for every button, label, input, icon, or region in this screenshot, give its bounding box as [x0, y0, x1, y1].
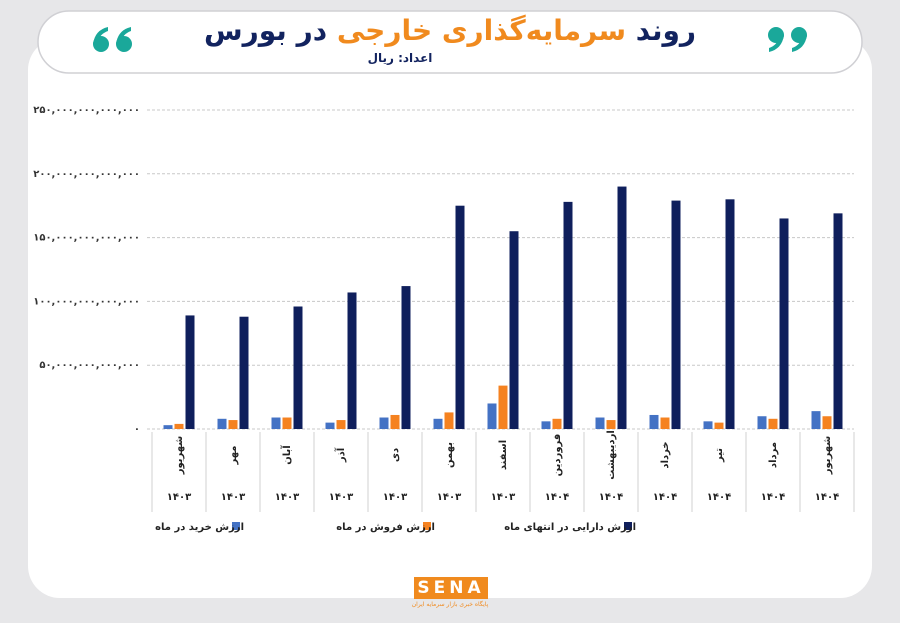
legend-swatch: [624, 522, 632, 530]
bar: [325, 422, 335, 429]
x-year-label: ۱۴۰۳: [329, 492, 353, 503]
x-year-label: ۱۴۰۴: [761, 492, 785, 503]
x-tick-label: دی: [390, 448, 401, 462]
bar: [293, 306, 303, 429]
x-tick-label: تیر: [714, 448, 725, 463]
bar: [487, 403, 497, 429]
bar: [617, 186, 627, 429]
y-tick-label: ۱۵۰,۰۰۰,۰۰۰,۰۰۰,۰۰۰: [33, 233, 140, 244]
x-tick-label: شهریور: [174, 436, 185, 476]
x-year-label: ۱۴۰۴: [815, 492, 839, 503]
bar: [217, 418, 227, 429]
legend-label: ارزش فروش در ماه: [336, 522, 435, 533]
x-tick-label: مرداد: [768, 442, 779, 468]
bar: [271, 417, 281, 429]
bar: [671, 200, 681, 429]
bar: [498, 385, 508, 429]
chart-subtitle: اعداد: ریال: [367, 51, 433, 65]
x-tick-label: اردیبهشت: [606, 430, 617, 480]
x-tick-label: اسفند: [498, 440, 509, 470]
bar: [649, 414, 659, 429]
bar: [228, 420, 238, 429]
bar: [174, 423, 184, 429]
bar: [390, 414, 400, 429]
title-part: روند: [635, 14, 696, 47]
bar: [379, 417, 389, 429]
legend-label: ارزش دارایی در انتهای ماه: [504, 522, 636, 533]
x-year-label: ۱۴۰۴: [653, 492, 677, 503]
legend-label: ارزش خرید در ماه: [155, 522, 244, 533]
bar: [347, 292, 357, 429]
x-year-label: ۱۴۰۳: [167, 492, 191, 503]
bar: [401, 286, 411, 429]
bar: [444, 412, 454, 429]
bar: [725, 199, 735, 429]
x-tick-label: مهر: [228, 445, 239, 465]
x-tick-label: بهمن: [444, 442, 455, 468]
title-part: در بورس: [204, 14, 328, 47]
bar: [433, 418, 443, 429]
x-year-label: ۱۴۰۳: [437, 492, 461, 503]
x-year-label: ۱۴۰۴: [545, 492, 569, 503]
y-tick-label: ۵۰,۰۰۰,۰۰۰,۰۰۰,۰۰۰: [39, 360, 140, 371]
bar: [757, 416, 767, 429]
bar: [811, 411, 821, 429]
bar: [163, 425, 173, 429]
quote-left: [93, 27, 132, 52]
bar: [185, 315, 195, 429]
x-year-label: ۱۴۰۴: [599, 492, 623, 503]
bar: [714, 422, 724, 429]
bar: [833, 213, 843, 429]
chart-panel: [28, 38, 872, 598]
x-year-label: ۱۴۰۳: [383, 492, 407, 503]
x-year-label: ۱۴۰۳: [275, 492, 299, 503]
bar: [768, 418, 778, 429]
bar: [541, 421, 551, 429]
y-tick-label: ۱۰۰,۰۰۰,۰۰۰,۰۰۰,۰۰۰: [33, 296, 140, 307]
bar: [336, 420, 346, 429]
x-tick-label: آبان: [280, 445, 293, 465]
y-tick-label: ۲۵۰,۰۰۰,۰۰۰,۰۰۰,۰۰۰: [33, 105, 140, 116]
bar: [563, 201, 573, 429]
x-tick-label: خرداد: [660, 441, 671, 468]
legend-swatch: [423, 522, 431, 530]
bar: [703, 421, 713, 429]
legend-swatch: [232, 522, 240, 530]
header-pill: [37, 10, 863, 74]
title-part: سرمایه‌گذاری خارجی: [336, 14, 627, 47]
bar: [509, 231, 519, 429]
bar: [282, 417, 292, 429]
bar: [455, 205, 465, 429]
y-tick-label: ۲۰۰,۰۰۰,۰۰۰,۰۰۰,۰۰۰: [33, 169, 140, 180]
x-tick-label: فروردین: [552, 434, 563, 477]
bar: [779, 218, 789, 429]
bar: [595, 417, 605, 429]
chart-title: روند سرمایه‌گذاری خارجی در بورس: [150, 14, 750, 47]
bar: [822, 416, 832, 429]
x-tick-label: شهریور: [822, 436, 833, 476]
bar: [552, 418, 562, 429]
x-year-label: ۱۴۰۳: [221, 492, 245, 503]
bar: [239, 316, 249, 429]
logo: SENA: [414, 577, 488, 599]
logo-tagline: پایگاه خبری بازار سرمایه ایران: [411, 601, 489, 608]
quote-right: [768, 27, 807, 52]
x-year-label: ۱۴۰۴: [707, 492, 731, 503]
x-tick-label: آذر: [334, 447, 347, 463]
x-year-label: ۱۴۰۳: [491, 492, 515, 503]
y-tick-label: ۰: [134, 424, 140, 435]
bar: [660, 417, 670, 429]
bar: [606, 420, 616, 429]
